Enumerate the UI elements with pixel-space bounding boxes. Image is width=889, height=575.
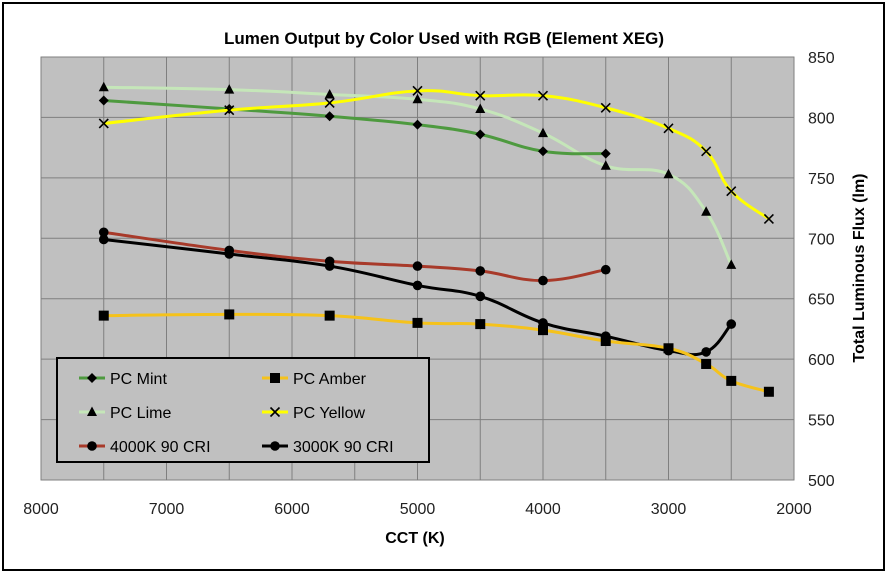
legend-item-pc-mint: PC Mint bbox=[79, 371, 167, 388]
data-point-pc-amber bbox=[663, 343, 674, 354]
legend-item-pc-lime: PC Lime bbox=[79, 405, 171, 422]
chart-title: Lumen Output by Color Used with RGB (Ele… bbox=[224, 29, 664, 48]
data-point-pc-yellow bbox=[98, 118, 109, 129]
x-axis-ticks: 8000 7000 6000 5000 4000 3000 2000 bbox=[23, 501, 812, 518]
y-axis-label: Total Luminous Flux (lm) bbox=[851, 173, 868, 362]
data-point-4000k-90-cri bbox=[538, 275, 548, 286]
data-point-3000k-90-cri bbox=[324, 261, 335, 271]
series-pc-amber bbox=[98, 309, 774, 397]
data-point-pc-mint bbox=[538, 146, 548, 157]
data-point-pc-yellow bbox=[412, 85, 423, 96]
data-point-pc-yellow bbox=[224, 105, 235, 116]
y-tick-label: 800 bbox=[808, 110, 835, 127]
data-point-pc-amber bbox=[763, 386, 774, 397]
data-point-pc-lime bbox=[726, 259, 737, 269]
legend-marker bbox=[87, 373, 97, 383]
y-tick-label: 850 bbox=[808, 50, 835, 67]
x-axis-label: CCT (K) bbox=[385, 530, 445, 547]
legend: PC Mint PC Amber PC Lime PC Yellow 4000K 90 … bbox=[56, 357, 430, 463]
legend-item-3000k-90-cri: 3000K 90 CRI bbox=[262, 439, 394, 456]
x-tick-label: 2000 bbox=[776, 501, 812, 518]
legend-marker bbox=[269, 406, 281, 418]
data-point-pc-lime bbox=[324, 88, 335, 99]
data-point-pc-amber bbox=[600, 336, 611, 347]
data-point-pc-lime bbox=[475, 103, 486, 113]
data-point-pc-yellow bbox=[324, 97, 335, 108]
data-point-3000k-90-cri bbox=[98, 234, 109, 245]
data-point-pc-lime bbox=[701, 206, 712, 216]
legend-label: PC Yellow bbox=[293, 405, 365, 422]
data-point-pc-yellow bbox=[600, 102, 611, 113]
data-point-pc-amber bbox=[475, 319, 486, 330]
legend-label: 4000K 90 CRI bbox=[110, 439, 211, 456]
data-point-pc-lime bbox=[224, 84, 235, 94]
series-line-pc-lime bbox=[102, 85, 733, 267]
data-point-4000k-90-cri bbox=[475, 266, 486, 276]
data-point-3000k-90-cri bbox=[475, 291, 486, 302]
x-tick-label: 4000 bbox=[525, 501, 561, 518]
data-point-pc-mint bbox=[600, 148, 611, 159]
data-point-3000k-90-cri bbox=[701, 347, 711, 357]
series-pc-mint bbox=[98, 95, 611, 159]
y-tick-label: 750 bbox=[808, 171, 835, 188]
data-point-pc-mint bbox=[324, 111, 335, 122]
data-point-pc-yellow bbox=[701, 146, 712, 157]
data-point-pc-lime bbox=[98, 81, 109, 92]
data-point-pc-lime bbox=[600, 160, 611, 170]
data-point-pc-mint bbox=[475, 129, 486, 140]
data-point-pc-yellow bbox=[763, 213, 774, 225]
legend-marker bbox=[270, 441, 280, 451]
y-tick-label: 650 bbox=[808, 292, 835, 309]
legend-item-pc-yellow: PC Yellow bbox=[262, 405, 365, 422]
legend-item-4000k-90-cri: 4000K 90 CRI bbox=[79, 439, 211, 456]
data-point-pc-amber bbox=[224, 309, 235, 320]
y-tick-label: 700 bbox=[808, 231, 835, 248]
legend-marker bbox=[87, 441, 97, 451]
legend-label: PC Lime bbox=[110, 405, 171, 422]
data-point-pc-yellow bbox=[663, 123, 674, 134]
data-point-pc-amber bbox=[538, 325, 548, 336]
series-pc-lime bbox=[98, 81, 737, 269]
data-point-pc-lime bbox=[663, 168, 674, 179]
series-pc-yellow bbox=[98, 85, 774, 225]
data-point-3000k-90-cri bbox=[726, 319, 737, 329]
data-point-3000k-90-cri bbox=[412, 280, 423, 291]
x-tick-label: 6000 bbox=[274, 501, 310, 518]
data-point-pc-amber bbox=[412, 317, 423, 328]
legend-item-pc-amber: PC Amber bbox=[262, 371, 367, 388]
data-point-pc-lime bbox=[412, 93, 423, 104]
legend-marker bbox=[270, 373, 280, 383]
legend-label: 3000K 90 CRI bbox=[293, 439, 394, 456]
series-layer bbox=[98, 81, 774, 397]
x-tick-label: 8000 bbox=[23, 501, 59, 518]
data-point-4000k-90-cri bbox=[412, 261, 423, 271]
legend-label: PC Mint bbox=[110, 371, 167, 388]
x-tick-label: 7000 bbox=[149, 501, 185, 518]
data-point-pc-yellow bbox=[726, 186, 737, 197]
legend-label: PC Amber bbox=[293, 371, 367, 388]
y-tick-label: 550 bbox=[808, 413, 835, 430]
data-point-3000k-90-cri bbox=[224, 249, 235, 259]
x-tick-label: 3000 bbox=[651, 501, 687, 518]
data-point-pc-yellow bbox=[475, 90, 486, 101]
data-point-pc-amber bbox=[726, 375, 737, 386]
data-point-pc-lime bbox=[538, 127, 548, 138]
data-point-pc-amber bbox=[701, 358, 712, 369]
data-point-4000k-90-cri bbox=[600, 264, 611, 275]
series-line-pc-mint bbox=[102, 99, 608, 156]
data-point-pc-yellow bbox=[537, 90, 549, 101]
x-tick-label: 5000 bbox=[400, 501, 436, 518]
data-point-4000k-90-cri bbox=[98, 227, 109, 238]
legend-marker bbox=[87, 406, 97, 416]
data-point-pc-amber bbox=[98, 310, 109, 321]
legend-box bbox=[56, 357, 430, 463]
data-point-pc-amber bbox=[324, 310, 335, 321]
data-point-pc-mint bbox=[412, 119, 423, 130]
y-tick-label: 600 bbox=[808, 352, 835, 369]
y-axis-ticks: 500 550 600 650 700 750 800 850 bbox=[808, 50, 835, 490]
data-point-pc-mint bbox=[98, 95, 109, 106]
y-tick-label: 500 bbox=[808, 473, 835, 490]
